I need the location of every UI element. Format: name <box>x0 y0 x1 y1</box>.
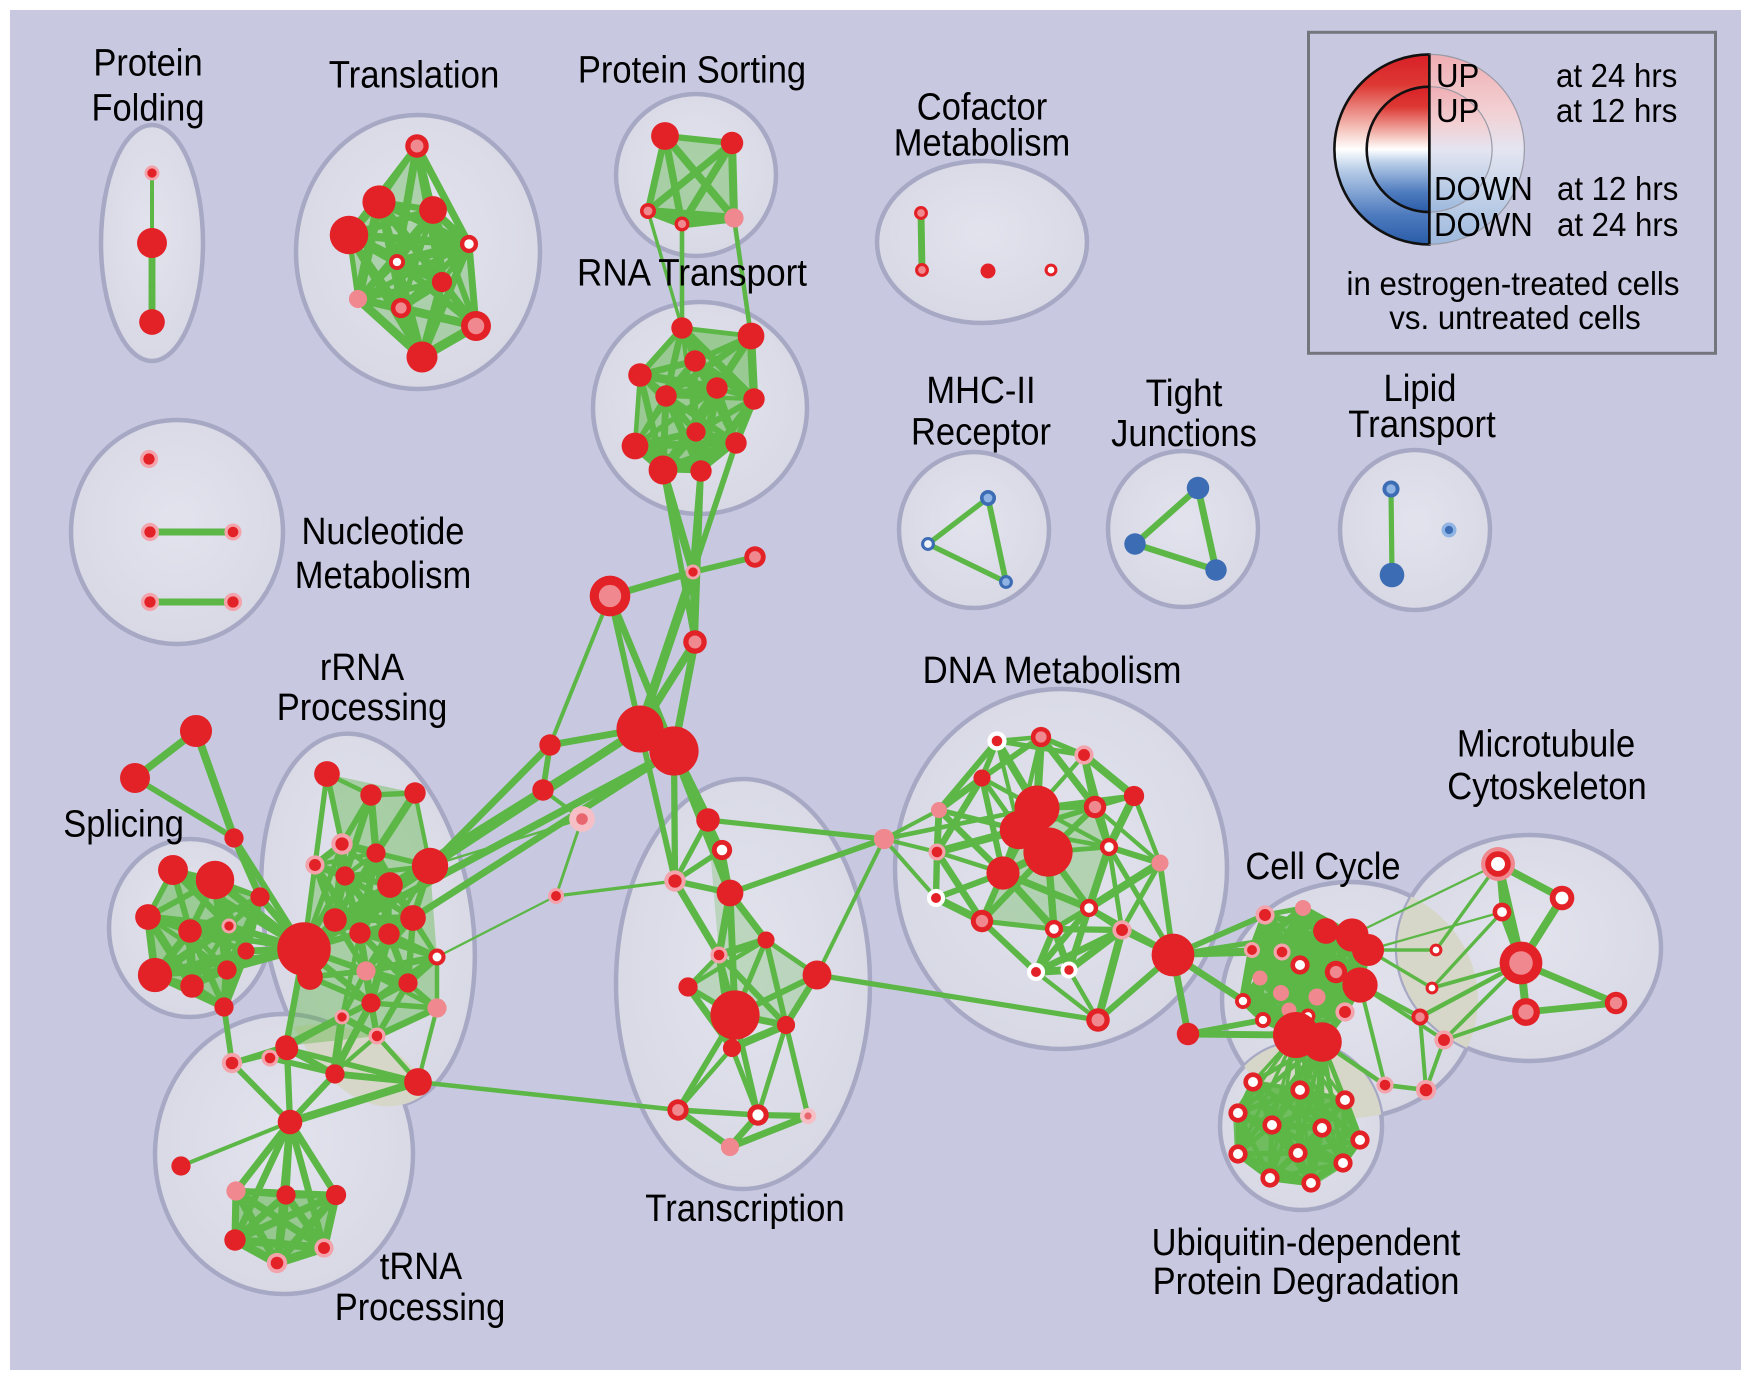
svg-text:Protein: Protein <box>93 43 202 85</box>
svg-text:Lipid: Lipid <box>1384 368 1457 410</box>
svg-text:Splicing: Splicing <box>63 804 184 846</box>
svg-text:at 24 hrs: at 24 hrs <box>1556 58 1677 95</box>
svg-text:Cell Cycle: Cell Cycle <box>1245 846 1400 888</box>
svg-text:Processing: Processing <box>277 687 448 729</box>
svg-text:Folding: Folding <box>91 88 204 130</box>
svg-text:Protein Sorting: Protein Sorting <box>578 50 806 92</box>
svg-text:Microtubule: Microtubule <box>1457 724 1635 766</box>
svg-text:Tight: Tight <box>1146 373 1223 415</box>
svg-text:RNA Transport: RNA Transport <box>577 253 807 295</box>
svg-text:Processing: Processing <box>335 1287 506 1329</box>
svg-text:Metabolism: Metabolism <box>894 123 1070 165</box>
svg-text:Transport: Transport <box>1348 404 1496 446</box>
svg-text:Metabolism: Metabolism <box>295 555 471 597</box>
svg-text:at 12 hrs: at 12 hrs <box>1556 93 1677 130</box>
svg-text:MHC-II: MHC-II <box>926 370 1035 412</box>
svg-text:Transcription: Transcription <box>645 1188 844 1230</box>
svg-text:tRNA: tRNA <box>380 1246 463 1288</box>
svg-text:DOWN: DOWN <box>1434 171 1533 208</box>
svg-text:Receptor: Receptor <box>911 412 1051 454</box>
svg-text:Junctions: Junctions <box>1111 413 1257 455</box>
svg-text:DNA Metabolism: DNA Metabolism <box>923 650 1182 692</box>
svg-text:Translation: Translation <box>329 55 500 97</box>
svg-text:in estrogen-treated cells: in estrogen-treated cells <box>1347 266 1680 303</box>
svg-text:Cytoskeleton: Cytoskeleton <box>1447 766 1646 808</box>
svg-text:Ubiquitin-dependent: Ubiquitin-dependent <box>1152 1222 1461 1264</box>
svg-text:UP: UP <box>1436 93 1479 130</box>
svg-text:Cofactor: Cofactor <box>917 87 1048 129</box>
svg-text:at 24 hrs: at 24 hrs <box>1557 207 1678 244</box>
svg-text:rRNA: rRNA <box>320 647 405 689</box>
svg-text:Nucleotide: Nucleotide <box>302 511 465 553</box>
svg-text:Protein Degradation: Protein Degradation <box>1153 1261 1460 1303</box>
svg-text:DOWN: DOWN <box>1434 207 1533 244</box>
svg-text:UP: UP <box>1436 58 1479 95</box>
svg-text:at 12 hrs: at 12 hrs <box>1557 171 1678 208</box>
svg-text:vs. untreated cells: vs. untreated cells <box>1389 300 1640 337</box>
